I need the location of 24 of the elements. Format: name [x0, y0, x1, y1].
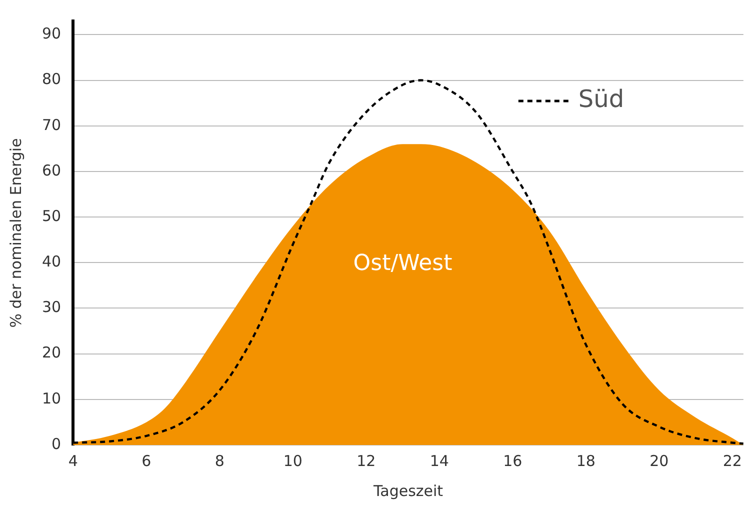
x-tick-label: 18 [576, 452, 596, 470]
series-label: Ost/West [353, 251, 453, 276]
x-tick-label: 16 [503, 452, 522, 470]
x-tick-label: 14 [430, 452, 449, 470]
y-tick-label: 0 [52, 434, 62, 453]
y-tick-label: 80 [42, 70, 62, 88]
y-tick-label: 50 [42, 206, 62, 225]
y-tick-label: 30 [42, 298, 62, 316]
x-tick-label: 4 [68, 452, 78, 470]
y-axis-title: % der nominalen Energie [6, 138, 25, 328]
legend-label: Süd [578, 85, 624, 114]
y-tick-label: 20 [42, 344, 62, 362]
y-tick-label: 40 [42, 252, 62, 271]
x-tick-label: 12 [356, 452, 376, 470]
x-tick-label: 22 [722, 452, 742, 470]
y-tick-label: 70 [42, 116, 62, 134]
y-tick-label: 10 [42, 389, 62, 408]
x-tick-label: 20 [650, 452, 669, 470]
x-axis-title: Tageszeit [372, 482, 444, 500]
x-tick-label: 10 [283, 452, 302, 470]
y-tick-label: 90 [42, 24, 62, 43]
y-tick-label: 60 [42, 161, 62, 180]
x-tick-label: 6 [142, 452, 152, 470]
x-tick-label: 8 [214, 452, 224, 470]
